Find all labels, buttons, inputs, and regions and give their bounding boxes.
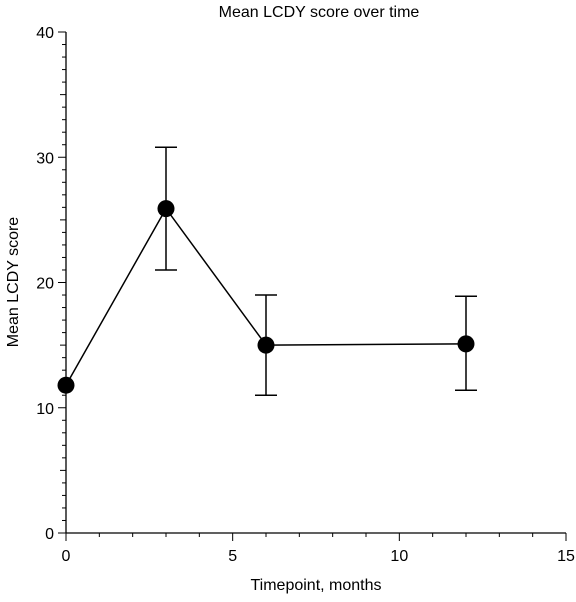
y-tick-label: 40	[36, 25, 54, 42]
series-line	[65, 207, 467, 386]
y-axis-label: Mean LCDY score	[5, 217, 22, 348]
x-tick-label: 15	[557, 548, 575, 565]
x-tick-label: 5	[228, 548, 237, 565]
chart-title: Mean LCDY score over time	[219, 4, 420, 21]
x-tick-label: 0	[62, 548, 71, 565]
marks-layer	[57, 146, 477, 396]
data-point	[157, 200, 175, 218]
ticks-layer: 0 10 20 30 40 0 5 10 15	[36, 25, 575, 565]
data-point	[257, 336, 275, 354]
x-tick-label: 10	[390, 548, 408, 565]
y-tick-label: 30	[36, 150, 54, 167]
y-tick-label: 20	[36, 276, 54, 293]
y-tick-label: 10	[36, 401, 54, 418]
y-tick-label: 0	[45, 526, 54, 543]
x-axis-label: Timepoint, months	[250, 577, 381, 594]
data-point	[457, 335, 475, 353]
data-point	[57, 376, 75, 394]
